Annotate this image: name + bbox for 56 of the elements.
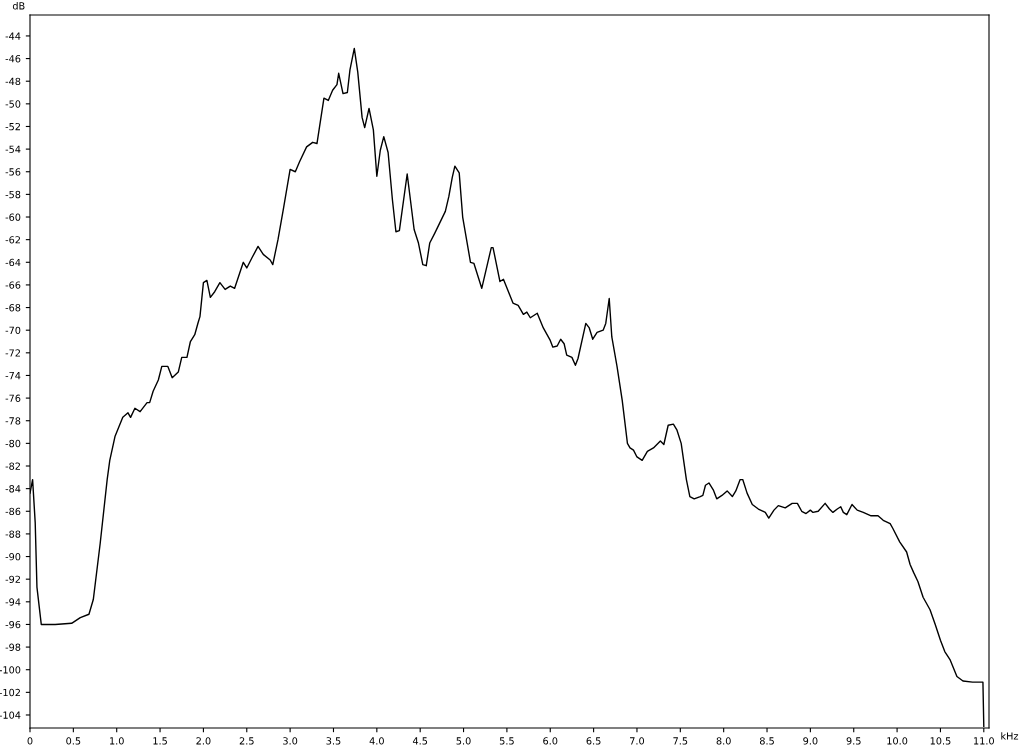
y-tick-label: -92 [5,575,20,584]
x-tick-label: 1.5 [153,737,167,745]
y-tick-label: -76 [5,394,21,402]
y-tick-label: -56 [5,168,21,176]
y-tick-label: -94 [5,598,21,606]
x-tick-label: 9.5 [846,737,861,745]
y-tick-label: -54 [5,145,21,153]
y-tick-label: -50 [5,100,21,108]
y-tick-label: -48 [5,77,21,86]
y-tick-label: -68 [5,304,21,312]
y-tick-label: -84 [5,485,21,493]
y-tick-label: -64 [5,258,21,267]
y-tick-label: -96 [5,620,21,629]
y-axis-title: dB [12,2,25,10]
x-tick-label: 3.0 [283,737,298,745]
x-tick-label: 8.5 [759,737,774,745]
x-tick-label: 4.0 [369,737,384,745]
y-tick-label: -98 [5,643,21,651]
y-tick-label: -58 [5,190,21,199]
x-tick-label: 7.5 [673,737,688,745]
x-tick-label: 7.0 [630,737,645,745]
y-tick-label: -70 [5,326,21,335]
x-tick-label: 2.0 [196,737,211,745]
x-tick-label: 0.5 [66,737,81,745]
x-tick-label: 3.5 [326,737,341,745]
y-tick-label: -88 [5,530,21,538]
y-tick-label: -100 [0,666,21,674]
x-tick-label: 10.0 [887,737,908,745]
y-tick-label: -60 [5,213,21,221]
y-tick-label: -44 [5,32,21,40]
y-tick-label: -78 [5,417,21,425]
x-tick-label: 0 [27,737,33,745]
y-tick-label: -62 [5,236,20,244]
y-tick-label: -90 [5,553,21,561]
x-tick-label: 1.0 [110,737,124,745]
x-tick-label: 2.5 [239,737,254,745]
y-tick-label: -52 [5,122,20,131]
y-tick-label: -74 [5,372,21,380]
x-axis-title: kHz [1001,732,1019,740]
x-tick-label: 6.5 [586,737,601,745]
x-tick-label: 6.0 [543,737,558,745]
y-tick-label: -102 [0,688,20,697]
y-tick-label: -86 [5,507,21,516]
x-tick-label: 4.5 [412,737,428,745]
y-tick-label: -46 [5,55,21,63]
y-tick-label: -104 [0,711,21,719]
x-tick-label: 9.0 [803,737,818,745]
x-tick-label: 8.0 [716,737,731,745]
y-tick-label: -66 [5,281,21,289]
x-tick-label: 5.0 [456,737,471,745]
y-tick-label: -82 [5,462,20,470]
x-tick-label: 11.0 [974,737,994,745]
y-tick-label: -72 [5,349,20,357]
x-tick-label: 5.5 [499,737,514,745]
y-tick-label: -80 [5,439,21,448]
x-tick-label: 10.5 [930,737,951,745]
